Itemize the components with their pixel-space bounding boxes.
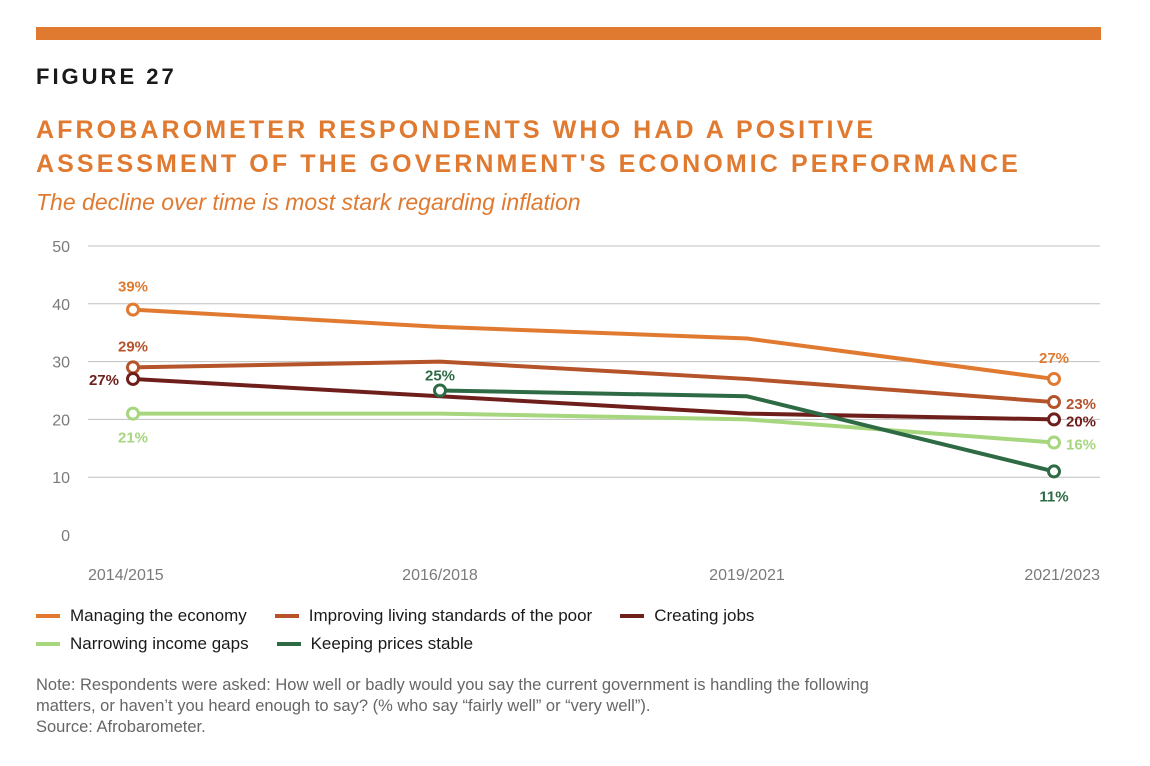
legend-swatch: [36, 642, 60, 646]
data-point-marker: [1047, 435, 1061, 450]
line-chart: 0 10 20 30 40 50 2014/2015 2016/2018 2019/2021 20…: [52, 239, 1100, 584]
legend-item: Improving living standards of the poor: [274, 606, 593, 626]
legend-label: Creating jobs: [654, 606, 755, 625]
chart-title: AFROBAROMETER RESPONDENTS WHO HAD A POSI…: [36, 113, 1116, 181]
y-tick-label: 50: [52, 239, 70, 256]
y-tick-label: 0: [61, 528, 70, 545]
legend-item: Managing the economy: [36, 606, 247, 626]
data-label: 11%: [1039, 488, 1068, 505]
figure-label: FIGURE 27: [36, 64, 177, 89]
x-tick-label: 2021/2023: [1024, 567, 1100, 584]
legend-label: Keeping prices stable: [310, 634, 474, 653]
data-label: 29%: [118, 338, 148, 355]
legend-label: Improving living standards of the poor: [308, 606, 593, 625]
data-point-marker: [126, 371, 140, 386]
footnote: Note: Respondents were asked: How well o…: [36, 675, 1056, 738]
legend: Managing the economy Improving living sta…: [36, 602, 1036, 658]
series-line-1: [131, 307, 1056, 381]
legend-row-1: Managing the economy Improving living sta…: [36, 602, 1036, 630]
legend-item: Keeping prices stable: [276, 634, 474, 654]
data-label: 21%: [118, 430, 148, 447]
chart-title-line-2: ASSESSMENT OF THE GOVERNMENT'S ECONOMIC …: [36, 150, 1021, 178]
note-line-2: matters, or haven’t you heard enough to …: [36, 697, 651, 715]
legend-item: Narrowing income gaps: [36, 634, 249, 654]
series-line-2: [131, 359, 1056, 405]
y-tick-label: 10: [52, 470, 70, 487]
series-line-3: [131, 376, 1056, 422]
data-point-marker: [1047, 371, 1061, 386]
data-label: 27%: [89, 372, 119, 389]
data-point-marker: [1047, 395, 1061, 410]
data-point-marker: [126, 360, 140, 375]
y-tick-label: 20: [52, 412, 70, 429]
legend-label: Managing the economy: [70, 606, 247, 625]
data-label: 39%: [118, 279, 148, 296]
legend-swatch: [274, 614, 299, 618]
chart-subtitle: The decline over time is most stark rega…: [36, 189, 581, 215]
legend-label: Narrowing income gaps: [70, 634, 249, 653]
x-tick-label: 2019/2021: [709, 567, 785, 584]
x-tick-label: 2014/2015: [88, 567, 164, 584]
data-label: 20%: [1066, 413, 1096, 430]
data-point-marker: [126, 406, 140, 421]
x-tick-label: 2016/2018: [402, 567, 478, 584]
y-tick-label: 30: [52, 355, 70, 372]
data-point-marker: [1047, 464, 1061, 479]
legend-row-2: Narrowing income gaps Keeping prices stab…: [36, 630, 1036, 658]
data-point-marker: [126, 302, 140, 317]
legend-swatch: [620, 614, 645, 618]
data-label: 23%: [1066, 396, 1096, 413]
data-point-marker: [1047, 412, 1061, 427]
legend-item: Creating jobs: [620, 606, 754, 626]
chart-title-line-1: AFROBAROMETER RESPONDENTS WHO HAD A POSI…: [36, 116, 877, 144]
y-tick-label: 40: [52, 297, 70, 314]
series-line-4: [131, 411, 1056, 445]
data-label: 27%: [1039, 350, 1069, 367]
source-line: Source: Afrobarometer.: [36, 718, 206, 736]
data-label: 16%: [1066, 437, 1096, 454]
data-label: 25%: [425, 368, 455, 385]
series-line-5: [438, 388, 1056, 474]
legend-swatch: [276, 642, 301, 646]
legend-swatch: [36, 614, 60, 618]
top-accent-bar: [36, 27, 1101, 40]
note-line-1: Note: Respondents were asked: How well o…: [36, 676, 869, 694]
data-point-marker: [433, 383, 447, 398]
